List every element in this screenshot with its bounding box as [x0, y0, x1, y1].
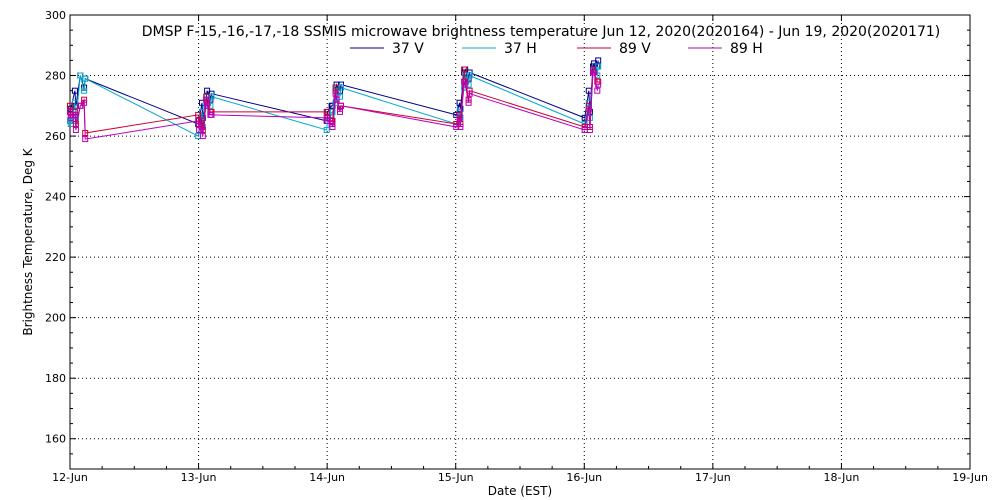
y-tick-label: 280 [45, 70, 66, 83]
data-point [456, 114, 463, 121]
data-point [591, 69, 598, 76]
y-tick-label: 200 [45, 312, 66, 325]
data-point [81, 87, 88, 94]
legend-label: 89 V [619, 41, 651, 57]
data-point [466, 72, 473, 79]
legend: 37 V 37 H 89 V 89 H [350, 41, 763, 57]
y-tick-label: 160 [45, 433, 66, 446]
data-point [338, 102, 344, 109]
data-point [199, 133, 206, 140]
data-point [204, 102, 211, 109]
y-tick-label: 300 [45, 9, 66, 22]
x-tick-label: 19-Jun [952, 471, 988, 484]
data-point [81, 99, 88, 106]
data-point [453, 124, 460, 130]
x-tick-label: 15-Jun [438, 471, 474, 484]
x-tick-label: 13-Jun [181, 471, 217, 484]
data-point [72, 127, 79, 133]
x-tick-label: 18-Jun [824, 471, 860, 484]
legend-label: 37 H [504, 41, 537, 57]
data-point [337, 108, 343, 115]
x-tick-label: 14-Jun [309, 471, 345, 484]
data-point [332, 90, 339, 97]
data-point [195, 111, 202, 118]
data-point [585, 105, 592, 112]
data-point [332, 84, 339, 91]
data-point [324, 117, 331, 124]
data-point [586, 127, 593, 133]
legend-item: 89 V [577, 41, 651, 57]
y-axis-label: Brightness Temperature, Deg K [21, 147, 35, 335]
data-point [67, 102, 73, 109]
data-point [457, 124, 464, 130]
legend-label: 89 H [730, 41, 763, 57]
data-point [199, 124, 205, 130]
legend-item: 37 V [350, 41, 424, 57]
data-point [329, 124, 336, 130]
legend-item: 37 H [462, 41, 537, 57]
plot-frame [69, 14, 971, 470]
y-tick-label: 180 [45, 372, 66, 385]
data-point [195, 117, 202, 124]
data-point [595, 57, 602, 64]
x-axis-label: Date (EST) [488, 484, 552, 498]
data-point [323, 127, 330, 133]
x-tick-label: 16-Jun [566, 471, 602, 484]
data-point [461, 66, 468, 73]
data-point [77, 72, 84, 79]
chart-title: DMSP F-15,-16,-17,-18 SSMIS microwave br… [142, 24, 941, 40]
y-tick-label: 240 [45, 191, 66, 204]
series-89-h [67, 69, 602, 143]
y-tick-label: 220 [45, 251, 66, 264]
x-tick-label: 12-Jun [52, 471, 88, 484]
data-point [71, 87, 78, 94]
legend-label: 37 V [392, 41, 424, 57]
y-tick-label: 260 [45, 130, 66, 143]
data-point [465, 99, 472, 106]
series-lines [67, 57, 602, 143]
data-point [82, 136, 89, 143]
data-point [594, 87, 601, 94]
data-point [208, 111, 215, 118]
x-tick-label: 17-Jun [695, 471, 731, 484]
grid-lines [70, 15, 970, 469]
axes: 160 180 200 220 240 260 280 300 12-Jun 13-Jun 14-J… [45, 9, 988, 484]
data-point [457, 105, 464, 112]
data-point [462, 81, 469, 88]
legend-item: 89 H [688, 41, 763, 57]
data-point [595, 81, 602, 88]
data-point [333, 96, 340, 103]
data-point [82, 75, 89, 82]
data-point [466, 90, 473, 97]
data-point [329, 108, 336, 115]
data-point [323, 108, 330, 115]
data-point [203, 96, 210, 103]
data-point [71, 111, 78, 118]
